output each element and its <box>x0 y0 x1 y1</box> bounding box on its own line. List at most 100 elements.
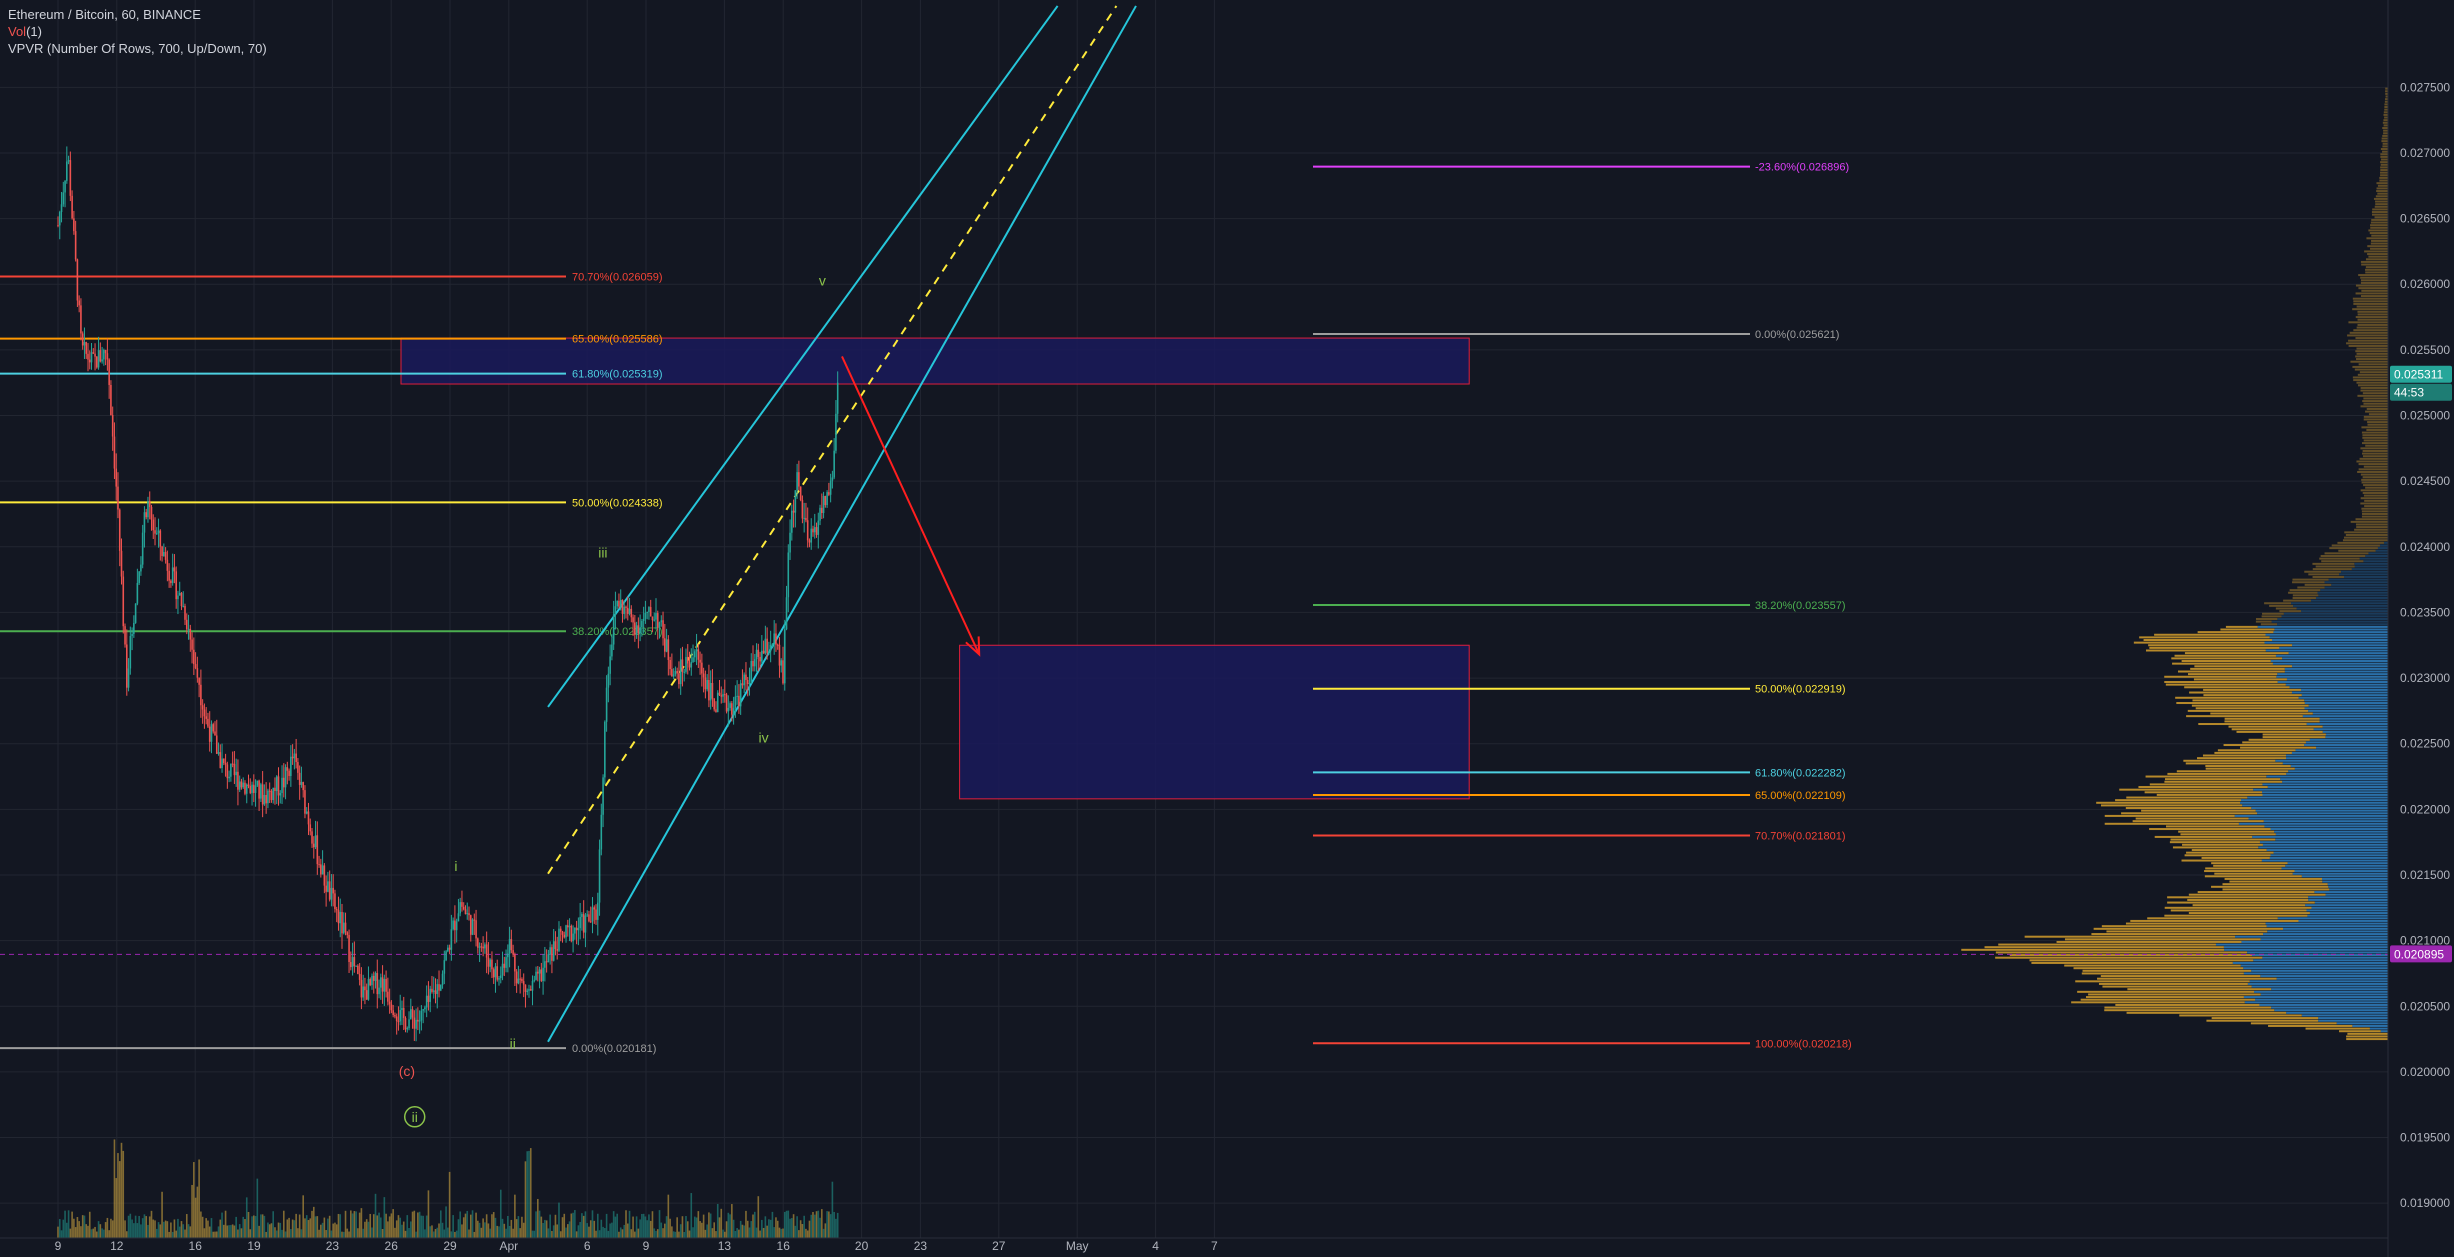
price-tick-label: 0.019500 <box>2400 1131 2450 1145</box>
volume-bar <box>494 1217 497 1238</box>
vpvr-down-row <box>2211 885 2329 888</box>
volume-bar <box>738 1229 740 1238</box>
vpvr-up-row <box>2309 912 2388 915</box>
vpvr-down-row <box>2138 786 2268 789</box>
volume-bar <box>249 1229 252 1238</box>
candle-body <box>351 957 354 968</box>
candle-body <box>604 721 606 778</box>
candle-body <box>686 657 689 664</box>
forecast-arrow[interactable] <box>841 356 981 657</box>
vpvr-up-row <box>2215 943 2388 946</box>
volume-bar <box>408 1228 410 1238</box>
candle-body <box>224 763 227 765</box>
candle-body <box>284 767 287 788</box>
forecast-arrow-shaft[interactable] <box>841 356 981 655</box>
price-axis[interactable]: 0.0275000.0270000.0265000.0260000.025500… <box>2387 0 2452 1257</box>
candle-body <box>365 990 368 1000</box>
candle-body <box>265 794 267 804</box>
candle-body <box>499 975 502 979</box>
candle-body <box>353 957 356 967</box>
channel-mid-line[interactable] <box>547 5 1118 875</box>
candle-body <box>231 763 234 765</box>
volume-bar <box>791 1218 793 1238</box>
vpvr-down-row <box>2192 699 2305 702</box>
candle-body <box>577 928 580 931</box>
vpvr-down-row <box>2374 205 2388 208</box>
candle-body <box>796 472 798 491</box>
volume-bar <box>701 1222 703 1238</box>
volume-bar <box>230 1225 232 1238</box>
channel-upper-line[interactable] <box>547 5 1059 708</box>
volume-bar <box>542 1222 544 1238</box>
vpvr-down-row <box>2383 129 2388 132</box>
vpvr-down-row <box>2203 688 2302 691</box>
candle-body <box>563 934 566 938</box>
volume-bar <box>794 1225 797 1238</box>
volume-bar <box>316 1216 319 1238</box>
price-tick-label: 0.021000 <box>2400 934 2450 948</box>
vpvr-down-row <box>2355 292 2388 295</box>
volume-bar <box>704 1229 707 1238</box>
volume-bar <box>164 1220 167 1238</box>
vpvr-down-row <box>2360 497 2388 500</box>
volume-bar <box>371 1227 373 1238</box>
vpvr-up-row <box>2331 583 2388 586</box>
volume-indicator-label[interactable]: Vol(1) <box>8 23 267 40</box>
vpvr-up-row <box>2243 972 2388 975</box>
candle-body <box>778 644 781 666</box>
volume-bar <box>404 1230 407 1238</box>
candle-body <box>748 682 751 684</box>
volume-bar <box>282 1210 285 1238</box>
time-tick-label: 29 <box>443 1239 457 1253</box>
vpvr-down-row <box>2175 696 2299 699</box>
volume-bar <box>692 1227 694 1238</box>
vpvr-down-row <box>2371 213 2388 216</box>
vpvr-down-row <box>2360 405 2388 408</box>
vpvr-up-row <box>2287 862 2388 865</box>
volume-bar <box>145 1216 147 1238</box>
vpvr-up-row <box>2351 568 2388 571</box>
volume-bar <box>67 1210 70 1238</box>
wave-label: ii <box>412 1109 418 1125</box>
volume-bar <box>155 1228 158 1238</box>
poc-price-badge-bg <box>2390 945 2452 963</box>
candle-body <box>175 571 177 600</box>
symbol-title[interactable]: Ethereum / Bitcoin, 60, BINANCE <box>8 7 201 22</box>
volume-bar <box>390 1213 393 1238</box>
candle-body <box>101 359 103 362</box>
volume-bar <box>487 1223 490 1238</box>
volume-bar <box>125 1231 128 1238</box>
vpvr-indicator-label[interactable]: VPVR (Number Of Rows, 700, Up/Down, 70) <box>8 41 267 56</box>
target-zone-box[interactable] <box>959 644 1470 800</box>
candle-body <box>473 919 476 921</box>
time-axis[interactable]: 9 12 16 19 23 26 29 Apr 6 9 13 16 20 23 27 May 4 7 <box>0 1237 2388 1253</box>
vpvr-down-row <box>2360 447 2388 450</box>
vpvr-up-row <box>2271 639 2388 642</box>
volume-bar <box>438 1223 440 1238</box>
volume-bar <box>831 1181 834 1238</box>
forecast-arrow-head[interactable] <box>965 636 981 657</box>
volume-bar <box>328 1215 331 1238</box>
vpvr-down-row <box>2361 507 2388 510</box>
vpvr-down-row <box>2352 365 2388 368</box>
vpvr-down-row <box>2358 468 2388 471</box>
vpvr-down-row <box>2365 444 2388 447</box>
candle-body <box>302 782 304 791</box>
candle-body <box>739 683 742 707</box>
candle-body <box>362 986 364 998</box>
vpvr-down-row <box>2315 565 2355 568</box>
channel-lower-line[interactable] <box>547 5 1137 1043</box>
vpvr-up-row <box>2275 838 2388 841</box>
volume-bar <box>217 1226 220 1238</box>
vpvr-up-row <box>2301 1014 2388 1017</box>
volume-bar <box>508 1225 511 1238</box>
trend-channel[interactable] <box>547 5 1137 1043</box>
candle-body <box>581 914 583 917</box>
volume-bar <box>97 1221 100 1238</box>
vpvr-down-row <box>2198 723 2307 726</box>
vpvr-down-row <box>2269 604 2294 607</box>
volume-bar <box>776 1220 779 1238</box>
vpvr-down-row <box>2132 820 2264 823</box>
fibonacci-levels[interactable]: 70.70%(0.026059)65.00%(0.025586)61.80%(0… <box>0 162 1852 1056</box>
